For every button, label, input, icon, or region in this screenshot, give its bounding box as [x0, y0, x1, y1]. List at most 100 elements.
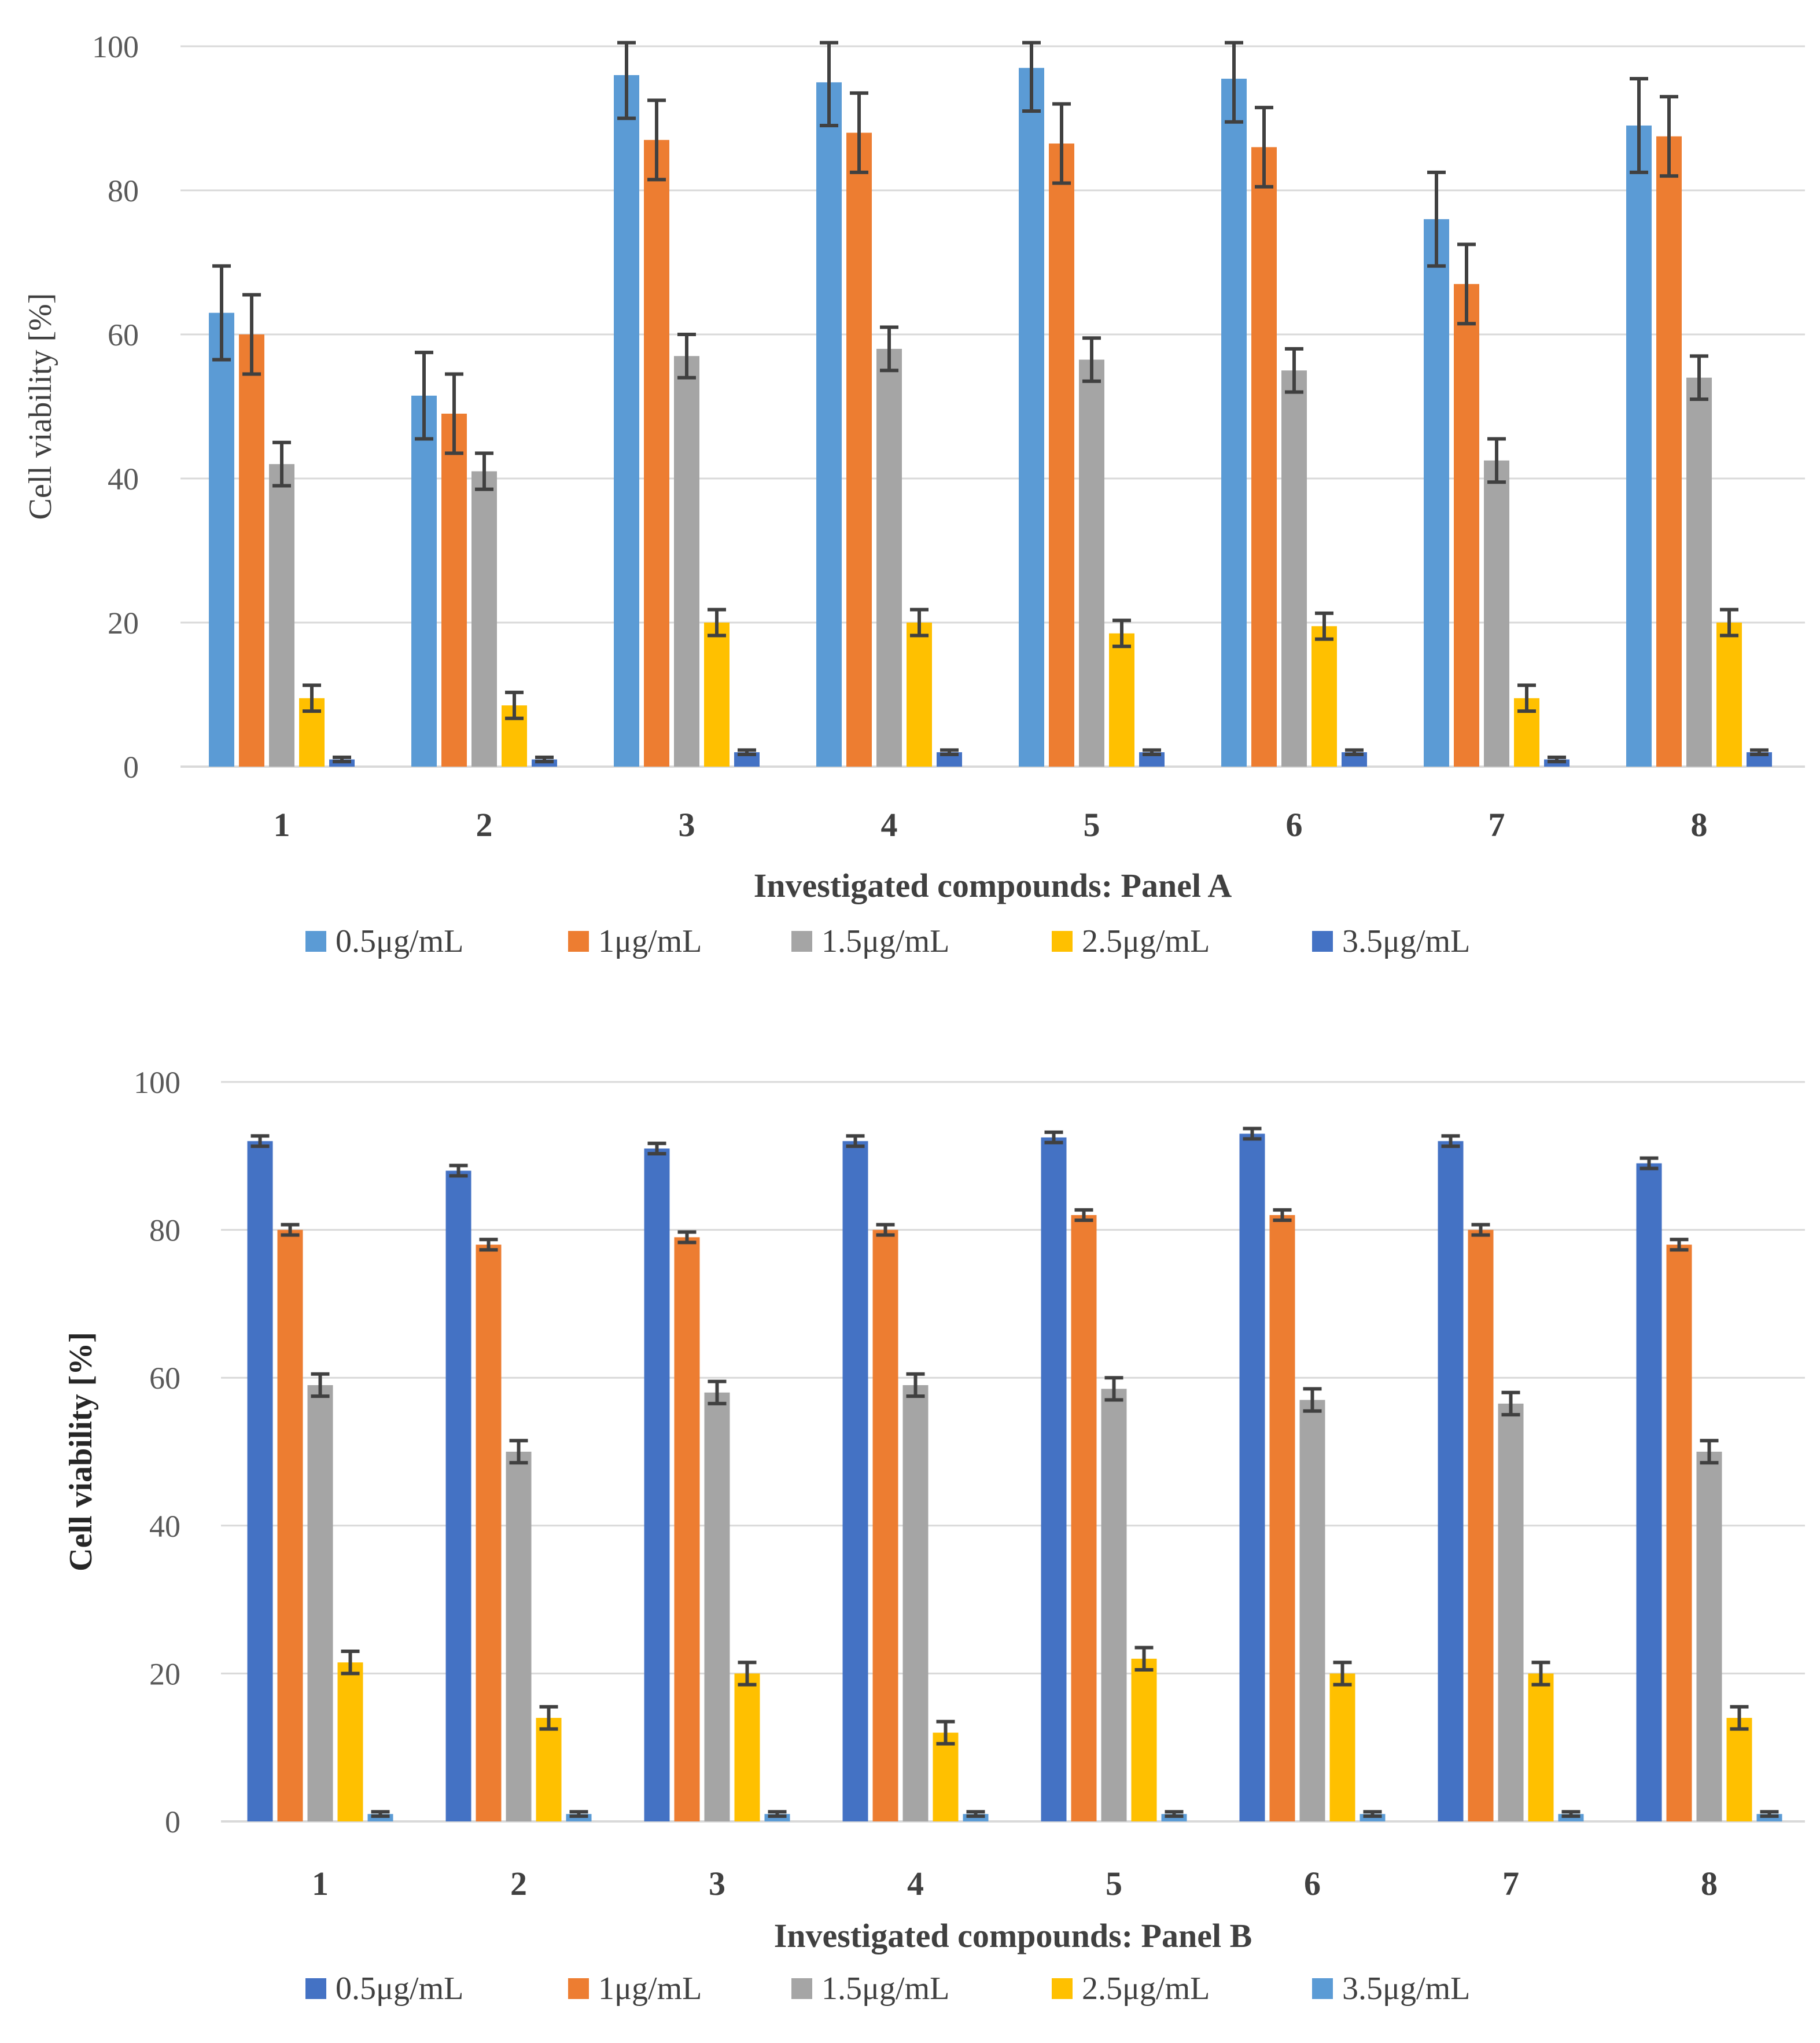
x-category-label: 6 — [1304, 1865, 1321, 1902]
x-category-label: 7 — [1489, 806, 1505, 844]
bar — [1656, 136, 1682, 767]
y-axis-title: Cell viability [%] — [23, 293, 58, 520]
y-axis-title: Cell viability [%] — [63, 1332, 99, 1571]
legend-swatch — [1052, 931, 1073, 952]
x-category-label: 5 — [1106, 1865, 1122, 1902]
bar — [644, 1149, 670, 1821]
bar — [506, 1452, 532, 1821]
bar — [734, 1673, 760, 1821]
chart-b-svg: 0 20 40 60 80 100 1 2 3 4 5 6 7 8 Investigated compoun… — [63, 1065, 1805, 2007]
x-category-label: 3 — [679, 806, 695, 844]
bar — [1131, 1658, 1157, 1821]
bar — [441, 413, 467, 767]
legend-swatch — [791, 931, 812, 952]
x-category-label: 1 — [274, 806, 290, 844]
bars — [247, 1127, 1782, 1821]
legend-swatch — [305, 1978, 326, 1999]
legend-label: 2.5μg/mL — [1082, 923, 1210, 959]
bar — [1636, 1163, 1662, 1821]
bar — [1498, 1403, 1524, 1821]
x-axis-title: Investigated compounds: Panel B — [774, 1917, 1252, 1954]
y-tick-label: 80 — [149, 1213, 180, 1248]
x-category-label: 2 — [476, 806, 493, 844]
bar — [1281, 370, 1307, 767]
x-category-label: 6 — [1286, 806, 1303, 844]
legend-swatch — [1312, 1978, 1333, 1999]
bar — [1468, 1230, 1494, 1821]
bar — [445, 1170, 471, 1821]
legend-label: 0.5μg/mL — [336, 923, 463, 959]
legend-label: 0.5μg/mL — [336, 1971, 463, 2007]
bar — [1626, 125, 1652, 767]
bar — [1329, 1673, 1355, 1821]
x-axis-title: Investigated compounds: Panel A — [754, 867, 1232, 904]
bar — [1716, 623, 1742, 767]
bar — [933, 1732, 959, 1821]
legend-swatch — [568, 931, 589, 952]
bar — [872, 1230, 898, 1821]
bar — [1041, 1137, 1067, 1821]
bar — [277, 1230, 303, 1821]
y-tick-label: 20 — [149, 1657, 180, 1691]
legend-swatch — [791, 1978, 812, 1999]
bar — [704, 623, 730, 767]
legend-label: 3.5μg/mL — [1342, 923, 1470, 959]
y-tick-label: 60 — [149, 1361, 180, 1396]
bar — [1101, 1389, 1127, 1821]
bar — [1686, 377, 1712, 767]
bar — [1079, 359, 1104, 767]
x-category-label: 7 — [1502, 1865, 1519, 1902]
bar — [1109, 633, 1134, 767]
bar — [269, 464, 294, 767]
y-tick-label: 100 — [134, 1065, 180, 1100]
bar — [1726, 1718, 1752, 1821]
x-category-label: 4 — [907, 1865, 924, 1902]
legend-swatch — [305, 931, 326, 952]
bar — [1528, 1673, 1554, 1821]
chart-panel-b: 0 20 40 60 80 100 1 2 3 4 5 6 7 8 Investigated compoun… — [0, 1036, 1820, 2043]
bar — [704, 1392, 730, 1821]
y-tick-label: 0 — [123, 750, 139, 785]
bar — [1019, 68, 1044, 767]
bar — [1251, 147, 1277, 767]
bar — [614, 75, 639, 767]
bar — [247, 1141, 273, 1821]
bar — [1454, 284, 1479, 767]
x-category-label: 5 — [1084, 806, 1100, 844]
legend-label: 1.5μg/mL — [821, 1971, 949, 2007]
bar — [471, 471, 497, 767]
bar — [239, 334, 264, 767]
legend-swatch — [1312, 931, 1333, 952]
bar — [816, 82, 842, 767]
bar — [842, 1141, 868, 1821]
bar — [411, 395, 437, 767]
bar — [307, 1385, 333, 1821]
bar — [1221, 79, 1247, 767]
bar — [536, 1718, 562, 1821]
x-category-label: 1 — [312, 1865, 329, 1902]
y-tick-label: 20 — [108, 606, 139, 640]
x-category-label: 4 — [881, 806, 898, 844]
x-category-label: 8 — [1701, 1865, 1718, 1902]
bar — [1484, 460, 1509, 767]
bar — [209, 312, 234, 767]
legend-label: 1.5μg/mL — [821, 923, 949, 959]
x-category-label: 8 — [1691, 806, 1708, 844]
legend-swatch — [1052, 1978, 1073, 1999]
bar — [1299, 1400, 1325, 1821]
bar — [1071, 1215, 1097, 1821]
x-category-label: 3 — [709, 1865, 725, 1902]
y-tick-label: 40 — [108, 462, 139, 496]
bar — [674, 1237, 700, 1821]
bar — [1666, 1245, 1692, 1821]
bar — [1424, 219, 1449, 767]
legend: 0.5μg/mL 1μg/mL 1.5μg/mL 2.5μg/mL 3.5μg/mL — [305, 1971, 1470, 2007]
bar — [1049, 143, 1074, 767]
legend-label: 3.5μg/mL — [1342, 1971, 1470, 2007]
bar — [674, 356, 699, 767]
bar — [1438, 1141, 1464, 1821]
legend-label: 1μg/mL — [598, 923, 702, 959]
legend-swatch — [568, 1978, 589, 1999]
y-tick-label: 100 — [92, 30, 139, 64]
chart-a-svg: 0 20 40 60 80 100 1 2 3 4 5 6 7 8 Investigated compoun… — [23, 30, 1805, 959]
